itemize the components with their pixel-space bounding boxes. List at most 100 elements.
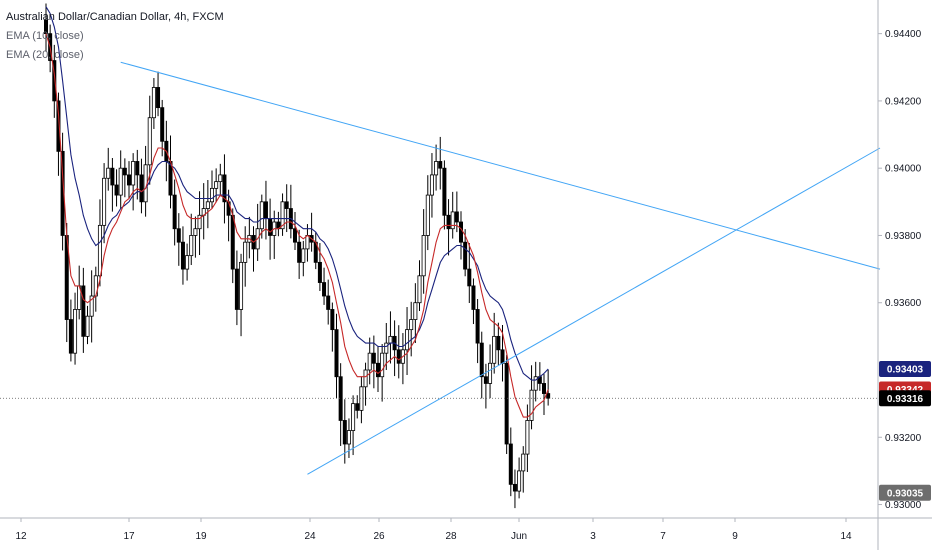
- candle: [326, 279, 331, 325]
- candle: [185, 243, 190, 281]
- candle: [68, 299, 73, 362]
- candle-body-up: [205, 201, 210, 209]
- candle: [301, 240, 306, 277]
- x-tick-label: Jun: [511, 531, 527, 542]
- candle: [517, 457, 522, 499]
- candle: [413, 283, 418, 344]
- candle: [272, 210, 277, 259]
- price-tag: 0.93035: [879, 484, 931, 501]
- candle-body-down: [317, 261, 322, 283]
- candle: [425, 175, 430, 251]
- candle: [434, 144, 439, 191]
- x-tick-label: 3: [590, 531, 596, 542]
- y-tick-label: 0.94200: [885, 96, 922, 107]
- candle-body-down: [52, 60, 57, 102]
- candle-body-down: [355, 403, 360, 411]
- candle: [542, 374, 547, 415]
- candle: [371, 335, 376, 389]
- x-tick-label: 19: [195, 531, 207, 542]
- candle-body-up: [384, 342, 389, 354]
- candle: [529, 365, 534, 430]
- y-tick-label: 0.93000: [885, 500, 922, 511]
- candle-body-down: [268, 218, 273, 236]
- x-tick-label: 14: [840, 531, 852, 542]
- candle-body-down: [176, 228, 181, 243]
- candle-body-up: [73, 309, 78, 354]
- candle: [81, 267, 86, 353]
- candle-body-down: [322, 282, 327, 297]
- candle: [172, 179, 177, 246]
- candle: [400, 333, 405, 385]
- candle-body-up: [189, 235, 194, 257]
- candle-body-down: [334, 329, 339, 378]
- candle-body-down: [110, 167, 115, 186]
- candle: [263, 180, 268, 240]
- x-tick-label: 17: [123, 531, 135, 542]
- candle: [367, 337, 372, 385]
- x-tick-label: 28: [445, 531, 457, 542]
- candle-body-up: [529, 389, 534, 421]
- candle: [417, 260, 422, 311]
- candle: [475, 299, 480, 364]
- candle: [375, 345, 380, 392]
- candle-body-down: [471, 285, 476, 310]
- candle-body-up: [367, 352, 372, 371]
- candle-body-down: [326, 295, 331, 310]
- candle: [479, 331, 484, 399]
- candle: [496, 322, 501, 365]
- candle-body-down: [504, 362, 509, 445]
- candle-body-down: [442, 167, 447, 216]
- time-axis[interactable]: 12 17 19 24 26 28 Jun 3 7 9 14: [0, 517, 932, 542]
- candle: [338, 363, 343, 446]
- candle: [280, 193, 285, 236]
- candle-body-up: [89, 295, 94, 317]
- candle-body-up: [380, 352, 385, 378]
- trendline-descending[interactable]: [120, 61, 881, 270]
- candle-body-down: [292, 228, 297, 243]
- x-tick-label: 24: [304, 531, 316, 542]
- candle: [429, 153, 434, 218]
- candle: [284, 184, 289, 233]
- candle-body-up: [85, 315, 90, 337]
- candle: [346, 418, 351, 458]
- price-tag: 0.93316: [879, 390, 931, 407]
- candle-body-down: [500, 349, 505, 364]
- candle: [330, 302, 335, 352]
- candle: [118, 150, 123, 209]
- candle: [77, 265, 82, 320]
- candle-body-up: [118, 167, 123, 196]
- candle-body-down: [546, 393, 551, 399]
- candle: [214, 168, 219, 203]
- price-tag: 0.93403: [879, 360, 931, 377]
- trendlines-group[interactable]: [0, 61, 881, 475]
- candle-body-down: [56, 100, 61, 152]
- candle: [405, 307, 410, 376]
- candle-body-down: [230, 214, 235, 270]
- candle-body-up: [421, 235, 426, 277]
- candle: [247, 216, 252, 259]
- candle: [512, 469, 517, 509]
- candle-body-down: [446, 214, 451, 230]
- candle: [143, 145, 148, 217]
- candle: [102, 163, 107, 244]
- candle-body-up: [280, 201, 285, 230]
- candle: [359, 376, 364, 424]
- candle: [446, 199, 451, 256]
- candle: [73, 292, 78, 365]
- candle: [89, 270, 94, 343]
- candle: [533, 361, 538, 402]
- candle-body-up: [429, 174, 434, 196]
- candle-body-down: [114, 184, 119, 196]
- candle-body-up: [405, 329, 410, 351]
- candle: [521, 446, 526, 493]
- candle: [392, 320, 397, 377]
- candle-body-down: [463, 241, 468, 270]
- candle-body-up: [525, 420, 530, 455]
- candle: [288, 184, 293, 239]
- trendline-ascending[interactable]: [307, 147, 881, 475]
- candle-body-up: [197, 214, 202, 230]
- x-tick-label: 9: [732, 531, 738, 542]
- price-axis[interactable]: 0.94400 0.94200 0.94000 0.93800 0.93600 0.932…: [877, 0, 922, 550]
